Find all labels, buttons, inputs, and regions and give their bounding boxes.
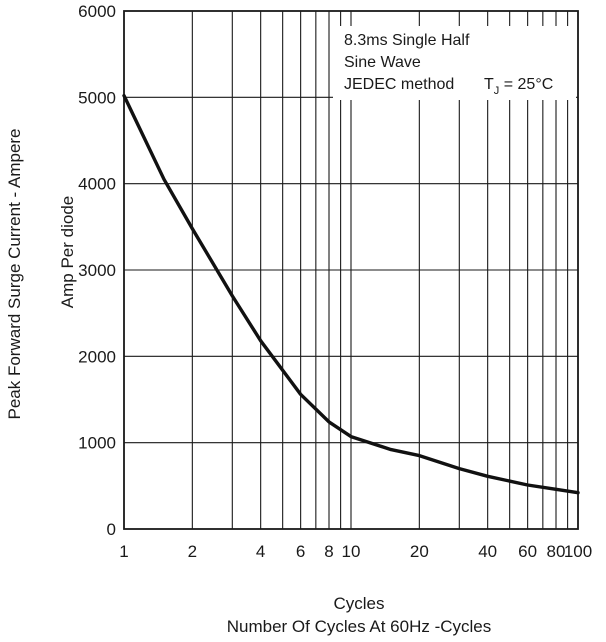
y-axis-label-line-1: Peak Forward Surge Current - Ampere — [5, 128, 24, 419]
x-tick-label: 2 — [188, 542, 197, 561]
x-tick-label: 60 — [518, 542, 537, 561]
plot-frame — [123, 10, 579, 530]
x-tick-label: 6 — [296, 542, 305, 561]
y-tick-label: 6000 — [78, 2, 116, 21]
x-tick-label: 8 — [324, 542, 333, 561]
surge-current-curve — [122, 93, 580, 495]
series-layer — [122, 93, 580, 495]
x-tick-label: 4 — [256, 542, 265, 561]
annotation-line-3: JEDEC method — [344, 76, 454, 93]
temp-subscript: J — [494, 85, 500, 97]
x-tick-label: 100 — [564, 542, 592, 561]
y-tick-label: 3000 — [78, 261, 116, 280]
y-tick-label: 4000 — [78, 175, 116, 194]
x-tick-label: 10 — [342, 542, 361, 561]
y-tick-label: 2000 — [78, 347, 116, 366]
annotation-box: 8.3ms Single Half Sine Wave JEDEC method… — [333, 26, 576, 100]
y-tick-label: 5000 — [78, 88, 116, 107]
x-tick-label: 80 — [547, 542, 566, 561]
tick-labels: 1 2 4 6 8 10 20 40 60 801000100020003000400050006… — [78, 2, 592, 561]
x-axis-label-line-1: Cycles — [333, 594, 384, 613]
x-tick-label: 40 — [478, 542, 497, 561]
y-tick-label: 1000 — [78, 434, 116, 453]
annotation-line-2: Sine Wave — [344, 54, 421, 71]
annotation-temperature: TJ = 25°C — [484, 76, 553, 97]
x-axis-label-line-2: Number Of Cycles At 60Hz -Cycles — [227, 617, 492, 636]
y-axis-label-line-2: Amp Per diode — [58, 196, 77, 308]
temp-symbol: T — [484, 76, 494, 93]
x-tick-label: 1 — [119, 542, 128, 561]
x-tick-label: 20 — [410, 542, 429, 561]
annotation-line-1: 8.3ms Single Half — [344, 32, 470, 49]
annotation-background — [333, 26, 576, 100]
temp-value: = 25°C — [499, 76, 553, 93]
y-tick-label: 0 — [107, 520, 116, 539]
